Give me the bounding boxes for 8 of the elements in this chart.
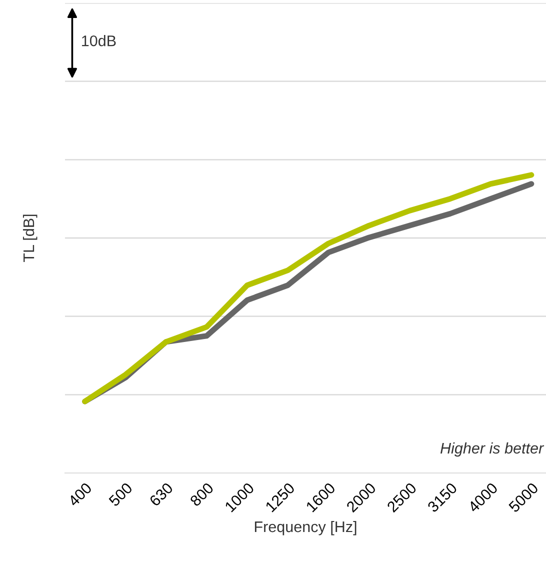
text: 10dB <box>82 35 116 46</box>
x-axis-title: Frequency [Hz] <box>254 520 356 536</box>
x-tick-label: 500 <box>108 482 133 507</box>
x-tick-label: 630 <box>148 482 174 507</box>
y-axis-title: TL [dB] <box>22 214 38 262</box>
x-tick-label: 800 <box>189 482 214 507</box>
x-tick-label: 400 <box>67 482 92 508</box>
annotation: Higher is better <box>440 442 544 457</box>
